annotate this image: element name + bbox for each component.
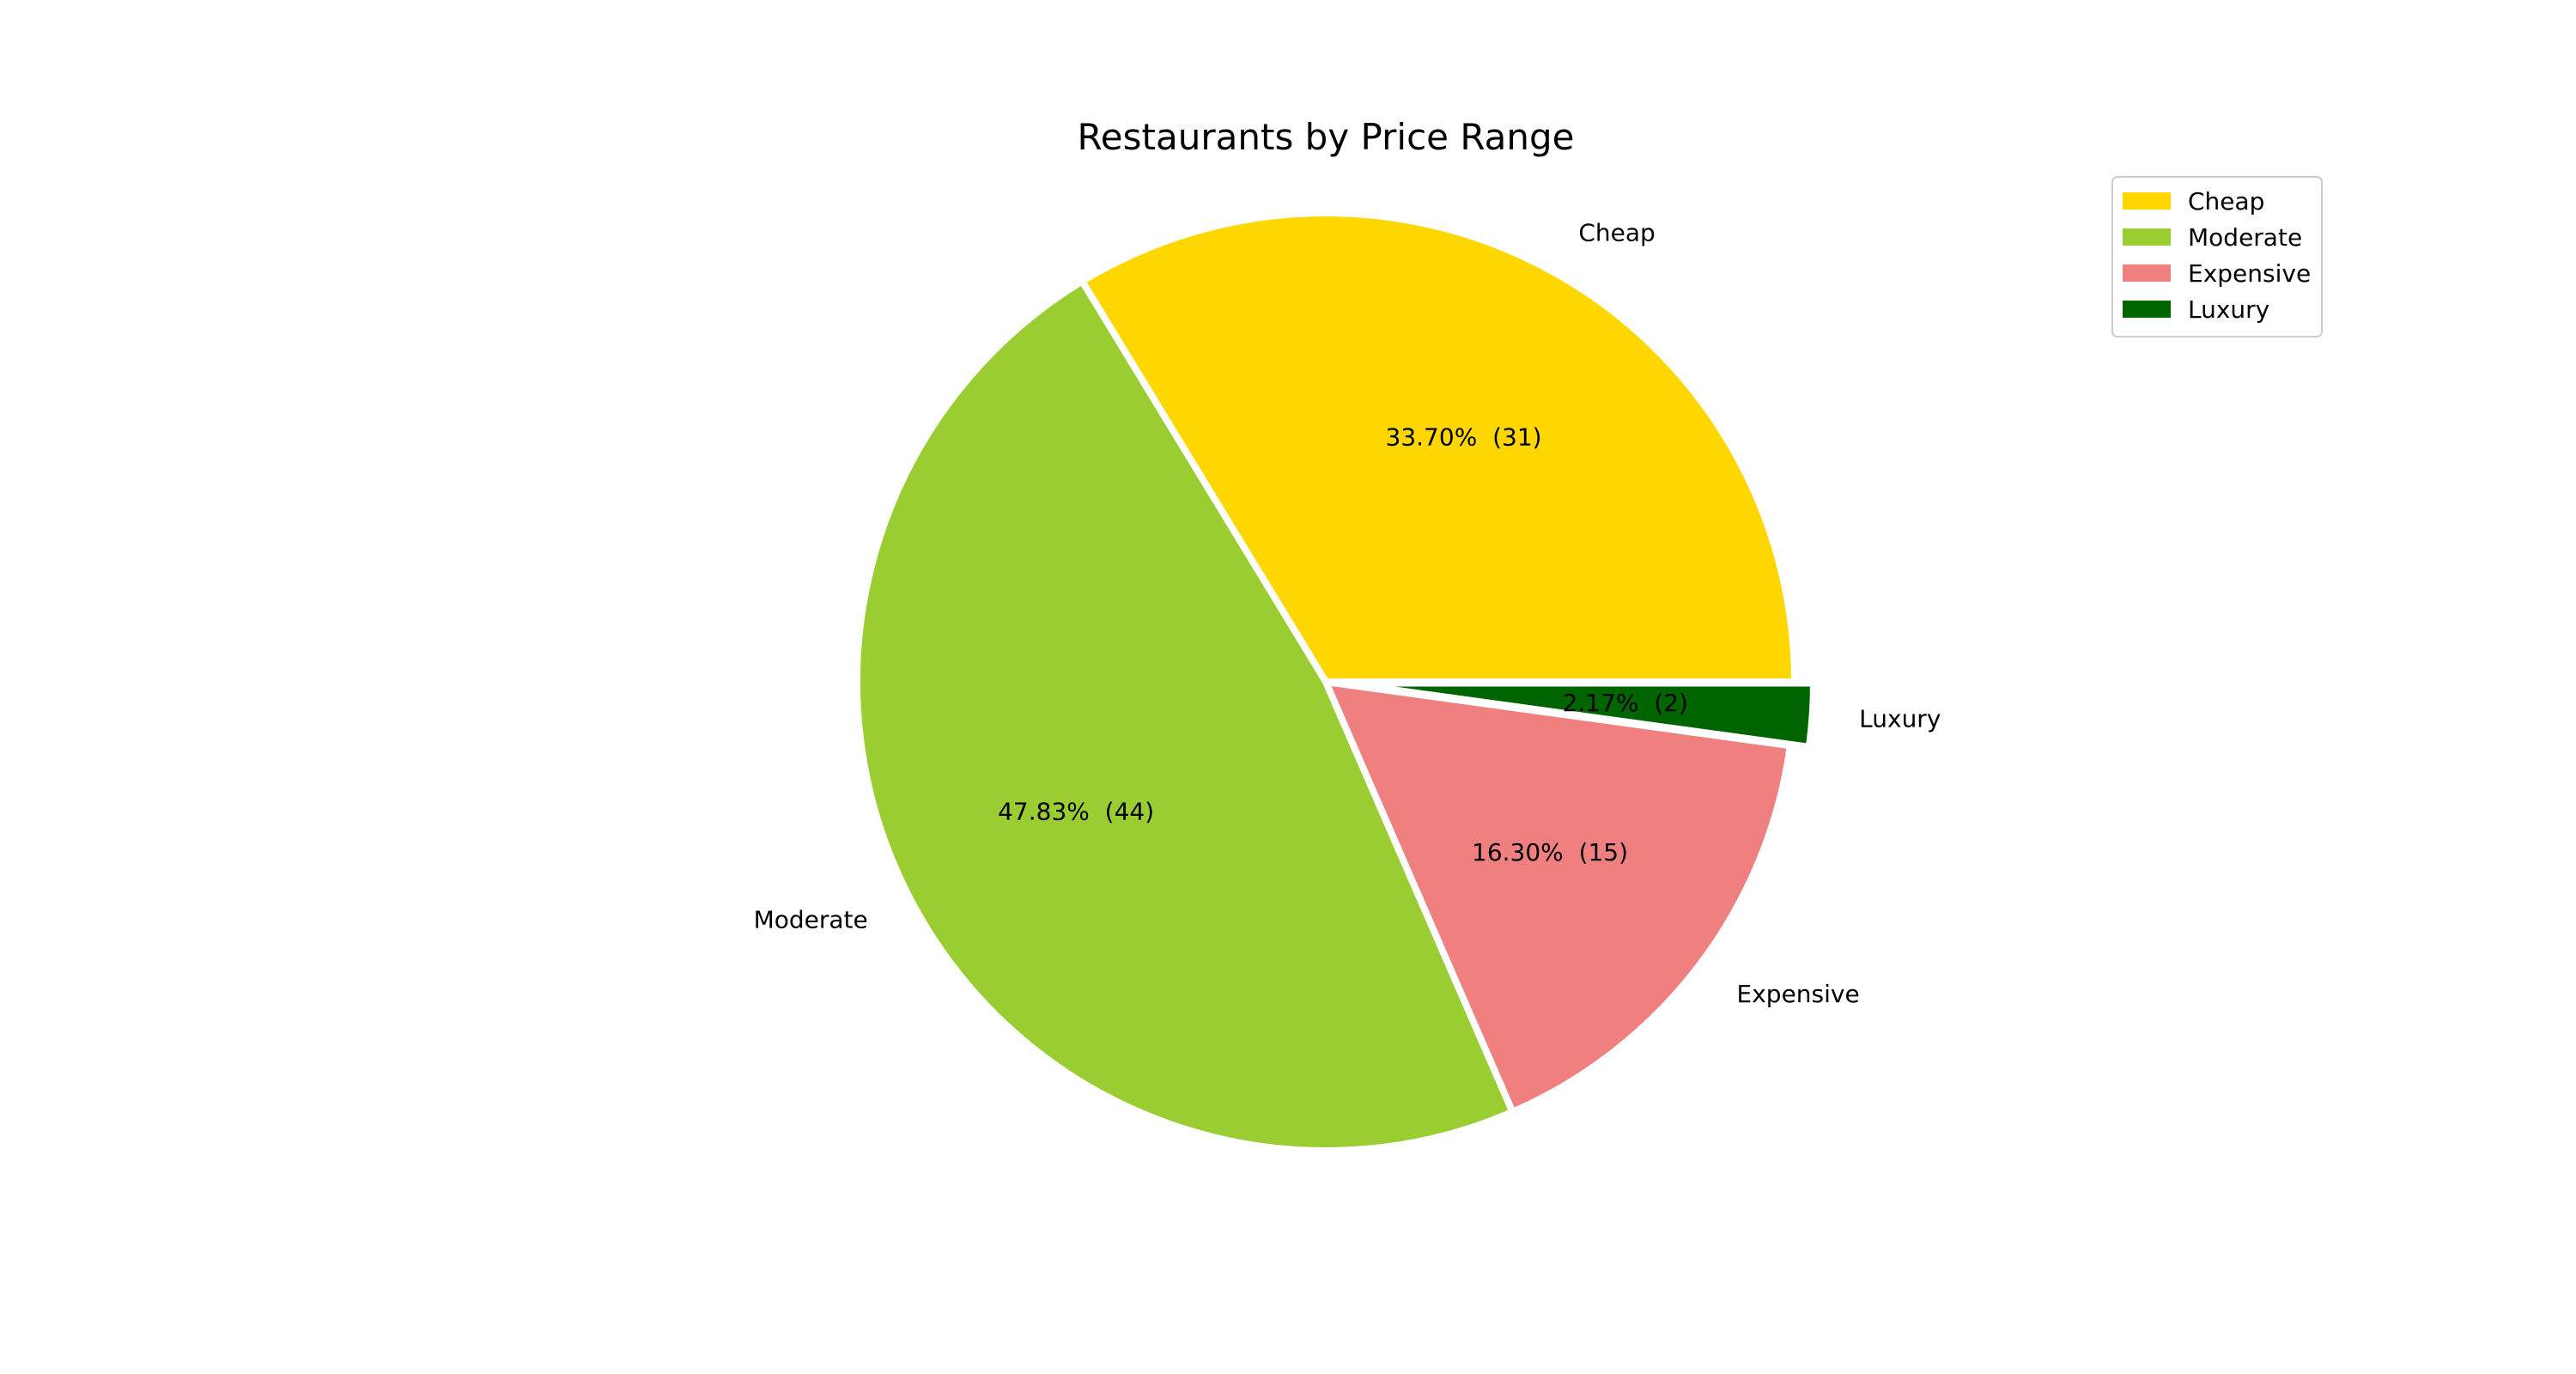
slice-percent-cheap: 33.70% (31) <box>1386 423 1542 451</box>
slice-percent-moderate: 47.83% (44) <box>998 798 1154 826</box>
pie-slice-cheap <box>1078 210 1798 685</box>
legend-label-luxury: Luxury <box>2188 295 2269 324</box>
pie-slice-moderate <box>853 277 1516 1154</box>
slice-label-cheap: Cheap <box>1578 218 1655 246</box>
slice-percent-luxury: 2.17% (2) <box>1563 689 1688 717</box>
slice-label-expensive: Expensive <box>1737 980 1860 1008</box>
slice-percent-expensive: 16.30% (15) <box>1472 838 1628 866</box>
slice-label-luxury: Luxury <box>1859 704 1941 733</box>
legend-swatch-cheap <box>2123 192 2171 210</box>
legend-frame <box>2111 176 2323 337</box>
legend-swatch-moderate <box>2123 228 2171 246</box>
legend: Cheap Moderate Expensive Luxury <box>2111 176 2323 337</box>
pie-slice-luxury <box>1340 679 1817 751</box>
chart-title: Restaurants by Price Range <box>1078 116 1575 158</box>
pie-labels: Cheap 33.70% (31) Moderate 47.83% (44) Expen… <box>754 218 1941 1007</box>
legend-swatch-expensive <box>2123 264 2171 282</box>
pie-slices <box>853 210 1817 1154</box>
legend-label-moderate: Moderate <box>2188 223 2302 252</box>
legend-swatch-luxury <box>2123 301 2171 318</box>
pie-slice-expensive <box>1322 678 1794 1116</box>
legend-label-expensive: Expensive <box>2188 259 2311 288</box>
legend-label-cheap: Cheap <box>2188 187 2264 216</box>
slice-label-moderate: Moderate <box>754 905 868 933</box>
